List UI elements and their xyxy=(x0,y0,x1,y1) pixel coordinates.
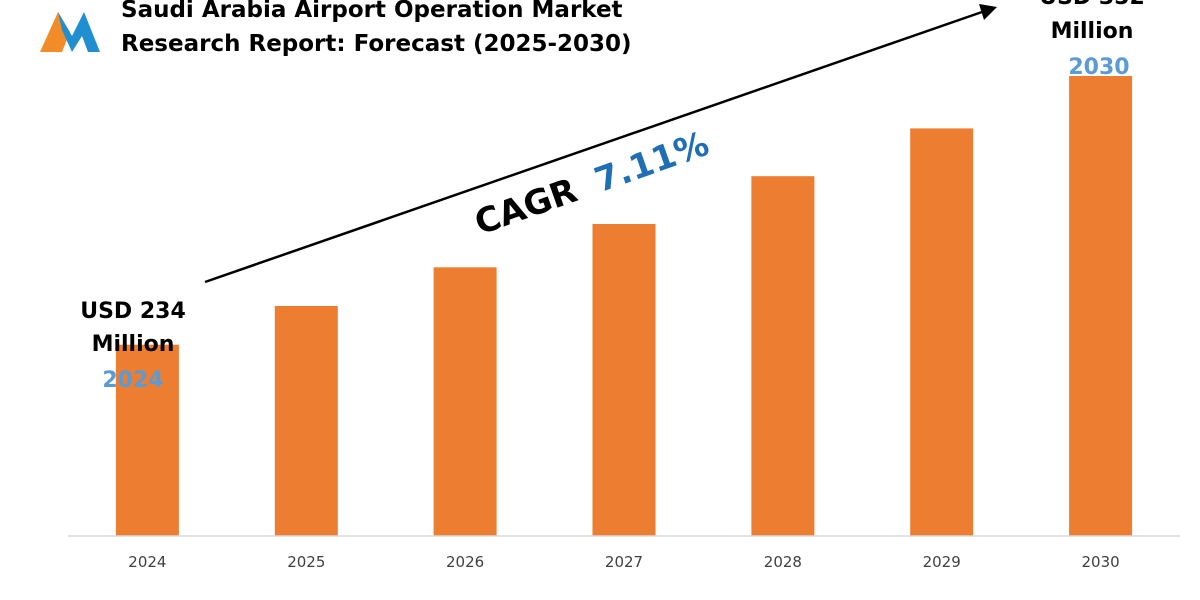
end-callout-year: 2030 xyxy=(1068,55,1129,80)
cagr-label-text: CAGR xyxy=(470,171,583,244)
cagr-label: CAGR 7.11% xyxy=(470,124,714,244)
end-callout-amount: USD 352 xyxy=(1039,0,1145,10)
bar-2024 xyxy=(115,344,179,536)
cagr-trend-arrow xyxy=(204,4,997,284)
x-tick-label-2030: 2030 xyxy=(1082,553,1120,571)
x-tick-label-2029: 2029 xyxy=(923,553,961,571)
x-tick-label-2028: 2028 xyxy=(764,553,802,571)
x-axis-ticks: 2024 2025 2026 2027 2028 2029 2030 xyxy=(128,553,1119,571)
start-callout-year: 2024 xyxy=(102,368,163,393)
bar-2025 xyxy=(274,306,338,536)
start-callout-unit: Million xyxy=(92,332,175,357)
x-tick-label-2024: 2024 xyxy=(128,553,166,571)
x-tick-label-2025: 2025 xyxy=(287,553,325,571)
bar-series xyxy=(115,76,1133,536)
end-callout-unit: Million xyxy=(1051,19,1134,44)
bar-2028 xyxy=(751,176,815,536)
chart-title-line-1: Saudi Arabia Airport Operation Market xyxy=(121,0,623,23)
chart-title-line-2: Research Report: Forecast (2025-2030) xyxy=(121,31,632,57)
bar-2030 xyxy=(1069,76,1133,536)
start-callout-amount: USD 234 xyxy=(80,299,186,324)
bar-2026 xyxy=(433,267,497,536)
bar-2029 xyxy=(910,128,974,536)
cagr-value: 7.11% xyxy=(590,124,715,201)
x-tick-label-2027: 2027 xyxy=(605,553,643,571)
bar-2027 xyxy=(592,224,656,536)
x-tick-label-2026: 2026 xyxy=(446,553,484,571)
m-letter-logo-icon xyxy=(40,12,100,52)
